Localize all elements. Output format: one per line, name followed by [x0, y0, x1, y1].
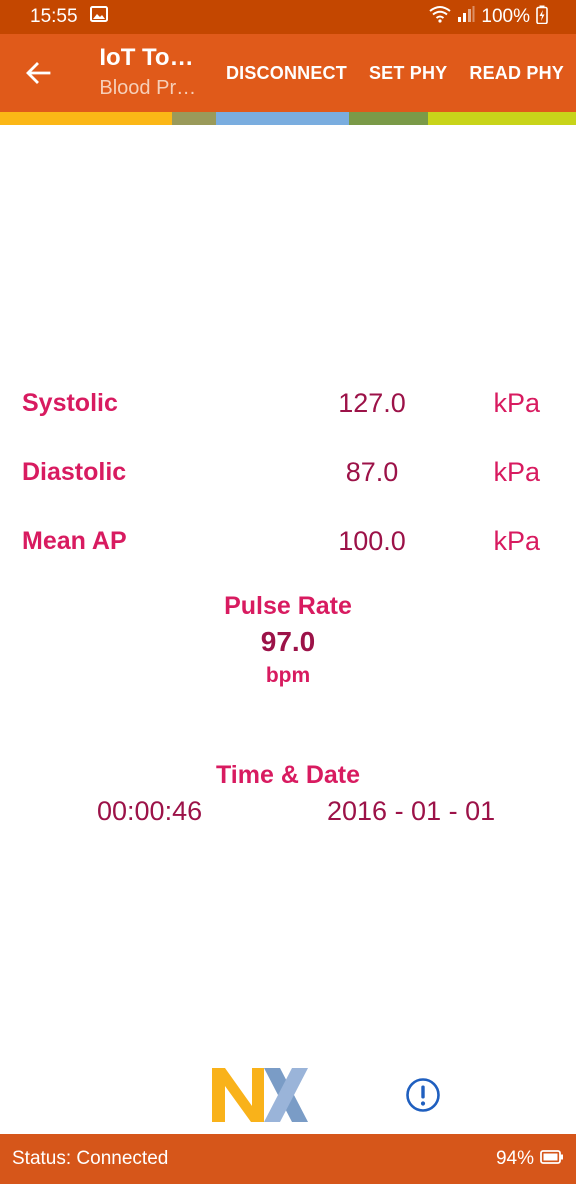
- mean-ap-row: Mean AP 100.0 kPa: [0, 521, 576, 561]
- brand-color-strip: [0, 112, 576, 125]
- measurement-label: Diastolic: [22, 457, 127, 486]
- battery-charging-icon: [536, 5, 548, 30]
- app-title: IoT To…: [99, 44, 194, 71]
- app-toolbar: IoT To… Blood Pr… DISCONNECT SET PHY REA…: [0, 34, 576, 112]
- color-segment: [349, 112, 428, 125]
- info-button[interactable]: [405, 1077, 441, 1118]
- time-value: 00:00:46: [97, 796, 203, 826]
- device-battery-percent: 94%: [495, 1148, 534, 1169]
- measurement-unit: kPa: [493, 525, 540, 556]
- measurement-value: 127.0: [338, 387, 406, 418]
- battery-icon: [540, 1148, 564, 1170]
- nxp-logo: [212, 1068, 362, 1129]
- diastolic-row: Diastolic 87.0 kPa: [0, 452, 576, 492]
- systolic-row: Systolic 127.0 kPa: [0, 383, 576, 423]
- pulse-rate-unit: bpm: [265, 664, 311, 687]
- color-segment: [172, 112, 216, 125]
- measurement-value: 100.0: [338, 525, 406, 556]
- image-notification-icon: [89, 6, 108, 28]
- toolbar-actions: DISCONNECT SET PHY READ PHY: [215, 34, 576, 112]
- color-segment: [0, 112, 172, 125]
- battery-percent: 100%: [481, 6, 530, 27]
- info-icon: [406, 1078, 440, 1112]
- read-phy-button[interactable]: READ PHY: [469, 62, 564, 83]
- app-subtitle: Blood Pr…: [99, 77, 197, 99]
- measurement-label: Mean AP: [22, 526, 127, 555]
- pulse-rate-value: 97.0: [260, 626, 316, 657]
- time-date-title: Time & Date: [215, 761, 361, 789]
- connection-status-bar: Status: Connected 94%: [0, 1134, 576, 1184]
- toolbar-titles: IoT To… Blood Pr…: [99, 43, 215, 103]
- system-status-bar: 15:55 100%: [0, 0, 576, 34]
- signal-icon: [457, 5, 475, 29]
- clock: 15:55: [30, 6, 78, 27]
- back-button[interactable]: [0, 34, 76, 112]
- pulse-rate-block: Pulse Rate 97.0 bpm: [0, 592, 576, 688]
- measurement-label: Systolic: [22, 388, 118, 417]
- measurement-unit: kPa: [493, 387, 540, 418]
- set-phy-button[interactable]: SET PHY: [368, 62, 448, 83]
- wifi-icon: [429, 5, 452, 29]
- color-segment: [216, 112, 349, 125]
- date-value: 2016 - 01 - 01: [327, 796, 496, 826]
- measurement-value: 87.0: [345, 456, 399, 487]
- pulse-rate-title: Pulse Rate: [224, 592, 352, 620]
- connection-status: Status: Connected: [12, 1148, 169, 1169]
- time-date-title-wrap: Time & Date: [0, 761, 576, 790]
- arrow-left-icon: [26, 62, 51, 84]
- disconnect-button[interactable]: DISCONNECT: [225, 62, 347, 83]
- color-segment: [428, 112, 576, 125]
- measurement-unit: kPa: [493, 456, 540, 487]
